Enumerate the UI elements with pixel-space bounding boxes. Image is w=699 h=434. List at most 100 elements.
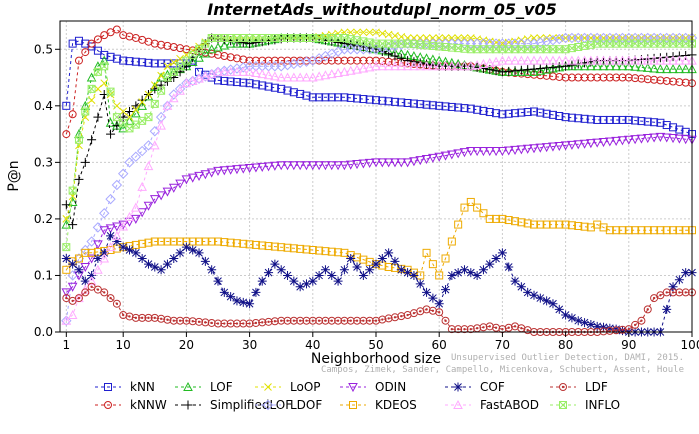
point-kdeos-98 [681, 226, 690, 235]
point-lof-11 [131, 108, 141, 118]
point-odin-83 [586, 139, 596, 149]
point-cof-4 [87, 270, 97, 280]
point-cof-24 [213, 276, 223, 286]
point-kdeos-96 [669, 226, 678, 235]
point-knn-44 [340, 93, 349, 102]
point-lof-72 [516, 66, 527, 76]
point-odin-55 [409, 157, 419, 167]
point-ldf-13-ring [144, 313, 153, 322]
point-knnw-44 [340, 56, 349, 65]
point-ldf-37-ring [296, 316, 305, 325]
point-knn-95 [662, 121, 671, 130]
point-ldf-44 [340, 316, 349, 325]
point-ldf-95-dot [665, 291, 668, 294]
point-odin-22 [200, 170, 211, 180]
x-tick-label-0: 1 [62, 338, 70, 352]
point-knn-97 [675, 125, 684, 134]
point-knnw-87 [612, 73, 621, 82]
point-knn-53 [397, 98, 406, 107]
point-ldf-22-ring [201, 318, 210, 327]
point-ldf-68 [492, 323, 501, 332]
point-ldf-95-ring [662, 288, 671, 297]
point-ldf-6-ring [100, 288, 109, 297]
point-ldf-91-ring [637, 316, 646, 325]
point-loop-11 [131, 105, 140, 114]
point-knnw-2 [74, 56, 83, 65]
point-ldf-92-ring [643, 305, 652, 314]
point-ldf-53 [397, 312, 406, 321]
point-fastabod-1 [67, 309, 78, 320]
point-ldf-50-ring [378, 315, 387, 324]
point-knn-7 [106, 52, 115, 61]
point-ldf-38 [302, 316, 311, 325]
point-ldf-2-ring [74, 294, 83, 303]
point-loop-47 [359, 28, 368, 37]
point-ldf-2-dot [77, 296, 81, 300]
point-ldf-98-ring [681, 288, 690, 297]
point-knnw-98 [681, 78, 690, 87]
point-loop-13 [144, 90, 153, 99]
point-ldf-45 [346, 316, 355, 325]
point-cof-40 [314, 270, 324, 280]
point-odin-78 [554, 141, 565, 152]
point-fastabod-29 [244, 66, 255, 76]
x-tick-label-8: 80 [558, 338, 573, 352]
point-ldf-94-dot [659, 294, 662, 297]
y-tick-label-5: 0.5 [34, 42, 53, 56]
point-ldf-96 [669, 288, 678, 297]
point-loop-60 [441, 34, 450, 42]
point-kdeos-81 [574, 221, 583, 230]
point-kdeos-17 [169, 237, 178, 246]
point-fastabod-91 [636, 55, 647, 65]
point-knn-56 [416, 100, 425, 109]
legend-marker-inflo [559, 401, 567, 409]
point-fastabod-17 [168, 93, 179, 103]
point-fastabod-13 [143, 161, 154, 171]
point-knn-96 [669, 123, 678, 132]
point-cof-75 [535, 293, 545, 303]
point-ldf-88-dot [621, 328, 624, 331]
point-lof-95 [661, 64, 672, 74]
point-ldf-54-dot [406, 313, 409, 317]
point-ldf-92 [643, 305, 652, 314]
series-line-fastabod [65, 60, 692, 322]
point-ldf-85-ring [599, 327, 608, 336]
point-cof-26 [226, 292, 236, 302]
point-odin-72 [516, 145, 527, 155]
point-fastabod-20 [187, 75, 198, 85]
point-lof-90 [630, 61, 640, 71]
point-ldf-37-dot [298, 319, 302, 322]
point-loop-53 [397, 32, 406, 41]
point-simplifiedlof-71 [510, 66, 520, 76]
point-simplifiedlof-75 [535, 63, 545, 73]
point-knn-78 [555, 111, 564, 120]
legend-label-lof: LOF [210, 380, 233, 394]
point-odin-62 [453, 149, 463, 159]
point-kdeos-85 [599, 223, 608, 232]
point-lof-97 [674, 64, 685, 74]
x-tick-label-5: 50 [368, 338, 383, 352]
point-cof-22 [200, 256, 210, 266]
point-odin-79 [560, 141, 571, 151]
point-ldf-2 [74, 294, 83, 303]
point-knn-72 [517, 108, 526, 117]
point-cof-83 [586, 319, 596, 329]
point-knn-5 [93, 46, 102, 55]
point-inflo-1 [68, 186, 77, 195]
point-simplifiedlof-3 [80, 157, 90, 167]
legend-label-fastabod: FastABOD [480, 398, 539, 412]
legend-label-simplifiedlof: SimplifiedLOF [210, 398, 292, 412]
point-lof-24 [213, 42, 223, 52]
point-odin-9 [118, 220, 129, 230]
point-cof-74 [529, 290, 539, 300]
point-cof-17 [169, 253, 179, 263]
point-ldf-53-ring [397, 312, 406, 321]
point-knnw-86 [605, 73, 614, 82]
point-ldf-34-dot [280, 319, 283, 322]
point-odin-77 [548, 142, 558, 152]
point-kdeos-62 [454, 220, 463, 229]
series-fastabod [61, 55, 697, 325]
point-knnw-49 [372, 56, 380, 65]
point-kdeos-35 [283, 243, 292, 252]
